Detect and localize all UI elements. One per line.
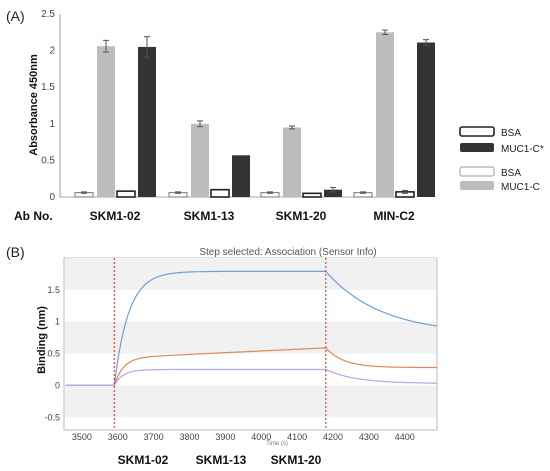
bar — [302, 192, 322, 198]
panel-b-plot: -0.5 0 0.5 1 1.5 3500 3600 3700 3800 3900 4000 4100… — [44, 257, 438, 442]
panel-a-y-label: Absorbance 450nm — [28, 54, 40, 156]
x-tick-label: 4100 — [287, 432, 307, 442]
legend-swatch — [459, 166, 495, 177]
legend-label: MUC1-C* — [501, 144, 544, 155]
bar — [97, 46, 115, 197]
panel-a-y-ticks: 0 0.5 1 1.5 2 2.5 — [41, 9, 55, 203]
panel-b-title: Step selected: Association (Sensor Info) — [199, 247, 376, 258]
category-header: Ab No. — [14, 209, 53, 223]
bar — [324, 189, 342, 197]
y-tick-label: 2 — [49, 46, 55, 57]
y-tick-label: 1 — [49, 119, 55, 130]
legend-label: BSA — [501, 128, 521, 139]
panel-b-label: (B) — [6, 244, 25, 260]
category-label: SKM1-13 — [184, 209, 235, 223]
panel-a-legend: BSA MUC1-C* BSA MUC1-C — [459, 126, 544, 193]
category-label: SKM1-02 — [90, 209, 141, 223]
panel-a-categories: SKM1-02 SKM1-13 SKM1-20 MIN-C2 — [90, 209, 415, 223]
panel-b-legend: SKM1-02 SKM1-13 SKM1-20 — [118, 453, 322, 467]
bar — [376, 32, 394, 197]
category-label: MIN-C2 — [373, 209, 415, 223]
legend-swatch — [460, 143, 494, 152]
x-tick-label: 3700 — [144, 432, 164, 442]
bar — [191, 123, 209, 197]
bar — [232, 155, 250, 197]
y-tick-label: 2.5 — [41, 9, 55, 20]
panel-a-bars — [74, 29, 435, 198]
y-tick-label: 0 — [49, 192, 55, 203]
grid-band — [65, 258, 436, 290]
x-tick-label: 4300 — [359, 432, 379, 442]
panel-a-label: (A) — [6, 8, 25, 24]
legend-swatch — [459, 126, 495, 137]
grid-band — [65, 385, 436, 418]
bar — [417, 42, 435, 197]
y-tick-label: 0.5 — [47, 349, 60, 359]
bar — [210, 188, 230, 198]
y-tick-label: -0.5 — [44, 412, 60, 422]
category-label: SKM1-20 — [276, 209, 327, 223]
x-tick-label: 3900 — [215, 432, 235, 442]
legend-label: MUC1-C — [501, 182, 540, 193]
y-tick-label: 0 — [55, 380, 60, 390]
legend-label: SKM1-13 — [196, 453, 247, 467]
x-tick-label: 4000 — [251, 432, 271, 442]
legend-label: SKM1-02 — [118, 453, 169, 467]
series-line — [65, 270, 438, 386]
y-tick-label: 1.5 — [47, 285, 60, 295]
x-tick-label: 3800 — [180, 432, 200, 442]
bar — [138, 46, 156, 197]
y-tick-label: 0.5 — [41, 155, 55, 166]
panel-b-x-label: Time (s) — [266, 441, 288, 447]
x-tick-label: 3500 — [72, 432, 92, 442]
x-tick-label: 4200 — [323, 432, 343, 442]
y-tick-label: 1.5 — [41, 82, 55, 93]
legend-label: SKM1-20 — [271, 453, 322, 467]
y-tick-label: 1 — [55, 317, 60, 327]
legend-swatch — [460, 181, 494, 190]
x-tick-label: 3600 — [108, 432, 128, 442]
bar — [283, 127, 301, 197]
panel-b-y-label: Binding (nm) — [36, 306, 48, 374]
grid-band — [65, 321, 436, 354]
series-line — [65, 347, 437, 386]
bar — [116, 190, 136, 198]
x-tick-label: 4400 — [395, 432, 415, 442]
series-line — [65, 368, 438, 386]
legend-label: BSA — [501, 168, 521, 179]
